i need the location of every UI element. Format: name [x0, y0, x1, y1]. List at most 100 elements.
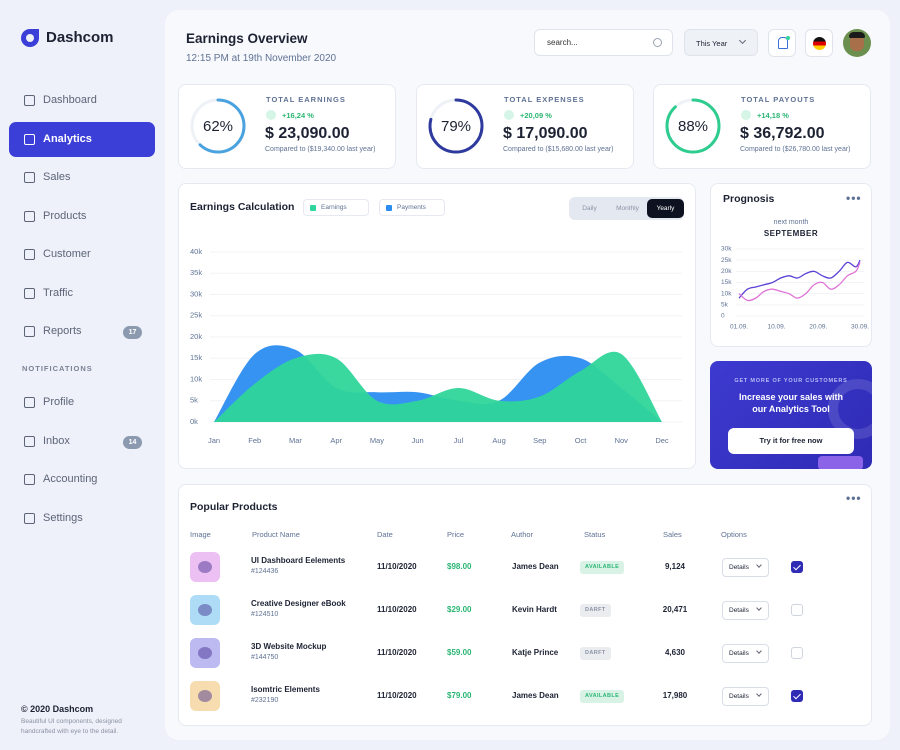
nav-label[interactable]: Analytics	[43, 132, 92, 145]
prognosis-card	[710, 183, 872, 347]
change-icon	[741, 110, 751, 120]
nav-label[interactable]: Inbox	[43, 434, 70, 447]
nav-icon	[24, 512, 35, 524]
nav-icon	[24, 474, 35, 485]
checkbox[interactable]	[791, 561, 803, 573]
legend-label: Earnings	[321, 204, 347, 211]
product-name: 3D Website Mockup	[251, 642, 327, 651]
nav-label[interactable]: Reports	[43, 325, 82, 337]
product-date: 11/10/2020	[377, 648, 417, 657]
column-header: Product Name	[252, 530, 300, 539]
search-icon	[653, 38, 662, 47]
options-select[interactable]: Details	[722, 644, 769, 663]
more-menu[interactable]: •••	[846, 491, 862, 505]
column-header: Author	[511, 530, 534, 539]
nav-badge: 14	[123, 435, 142, 449]
product-sales: 20,471	[662, 605, 688, 614]
flag-icon	[813, 37, 826, 50]
change-icon	[504, 110, 514, 120]
product-author: James Dean	[512, 691, 559, 700]
nav-label[interactable]: Products	[43, 209, 87, 222]
product-image-shape	[198, 561, 212, 573]
options-select[interactable]: Details	[722, 558, 769, 577]
avatar-face	[850, 35, 864, 51]
product-id: #124436	[251, 568, 279, 575]
options-label[interactable]: Details	[729, 564, 749, 571]
legend-swatch	[310, 205, 316, 211]
nav-label[interactable]: Accounting	[43, 473, 98, 485]
tab[interactable]: Daily	[582, 205, 597, 212]
nav-icon	[24, 210, 35, 222]
status-badge: DARFT	[580, 647, 611, 660]
nav-label[interactable]: Sales	[43, 171, 71, 183]
product-image-shape	[198, 604, 212, 616]
nav-icon	[24, 133, 35, 145]
more-menu[interactable]: •••	[846, 191, 862, 205]
product-name: Isomtric Elements	[251, 685, 320, 694]
stat-amount: $ 36,792.00	[740, 125, 825, 142]
nav-icon	[24, 397, 35, 408]
options-select[interactable]: Details	[722, 601, 769, 620]
period-label[interactable]: This Year	[696, 39, 728, 48]
options-caret	[756, 605, 762, 611]
stat-label: TOTAL PAYOUTS	[741, 95, 816, 104]
legend-item: Earnings	[303, 199, 369, 216]
tab[interactable]: Monthly	[616, 205, 639, 212]
period-tabs: Daily Monthly Yearly	[569, 197, 684, 220]
options-select[interactable]: Details	[722, 687, 769, 706]
checkbox[interactable]	[791, 647, 803, 659]
brand-logo	[21, 29, 39, 47]
chart-title: Prognosis	[723, 193, 775, 205]
options-label[interactable]: Details	[729, 693, 749, 700]
stat-note: Compared to ($26,780.00 last year)	[740, 146, 851, 153]
product-author: Kevin Hardt	[512, 605, 557, 614]
nav-label[interactable]: Dashboard	[43, 94, 97, 106]
stat-label: TOTAL EARNINGS	[266, 95, 346, 104]
product-image-shape	[198, 647, 212, 659]
check-mark	[792, 691, 801, 699]
promo-eyebrow: GET MORE OF YOUR CUSTOMERS	[734, 378, 848, 384]
nav-label[interactable]: Traffic	[43, 286, 73, 299]
language-button[interactable]	[805, 29, 833, 57]
period-select[interactable]: This Year	[684, 29, 758, 56]
products-title: Popular Products	[190, 501, 278, 513]
stat-amount: $ 17,090.00	[503, 125, 588, 142]
notification-button[interactable]	[768, 29, 796, 57]
column-header: Sales	[663, 530, 682, 539]
options-label[interactable]: Details	[729, 607, 749, 614]
nav-label[interactable]: Profile	[43, 396, 75, 408]
product-date: 11/10/2020	[377, 605, 417, 614]
product-image-shape	[198, 690, 212, 702]
promo-headline: Increase your sales with our Analytics T…	[738, 392, 844, 414]
search-placeholder[interactable]: search...	[547, 38, 578, 47]
product-sales: 9,124	[664, 562, 686, 571]
bell-icon	[778, 37, 788, 49]
stat-change: +16,24 %	[282, 111, 314, 120]
avatar[interactable]	[843, 29, 871, 57]
stat-note: Compared to ($19,340.00 last year)	[265, 146, 376, 153]
product-price: $79.00	[447, 691, 472, 700]
search-box[interactable]: search...	[534, 29, 673, 56]
promo-button[interactable]: Try it for free now	[728, 428, 854, 454]
product-image	[190, 638, 220, 668]
active-nav-bg[interactable]	[9, 121, 155, 157]
legend-swatch	[386, 205, 392, 211]
page-subtitle: 12:15 PM at 19th November 2020	[186, 53, 337, 64]
checkbox[interactable]	[791, 604, 803, 616]
column-header: Price	[447, 530, 465, 539]
chart-month: SEPTEMBER	[763, 229, 819, 238]
stat-card	[178, 84, 396, 169]
product-date: 11/10/2020	[377, 691, 417, 700]
status-badge: AVAILABLE	[580, 561, 625, 574]
options-label[interactable]: Details	[729, 650, 749, 657]
product-image	[190, 552, 220, 582]
avatar-hair	[849, 32, 865, 38]
change-icon	[266, 110, 276, 120]
nav-icon	[24, 249, 35, 260]
product-name: UI Dashboard Eelements	[251, 556, 346, 565]
tab[interactable]: Yearly	[647, 199, 684, 218]
checkbox[interactable]	[791, 690, 803, 702]
nav-label[interactable]: Customer	[43, 248, 91, 260]
nav-label[interactable]: Settings	[43, 511, 83, 524]
